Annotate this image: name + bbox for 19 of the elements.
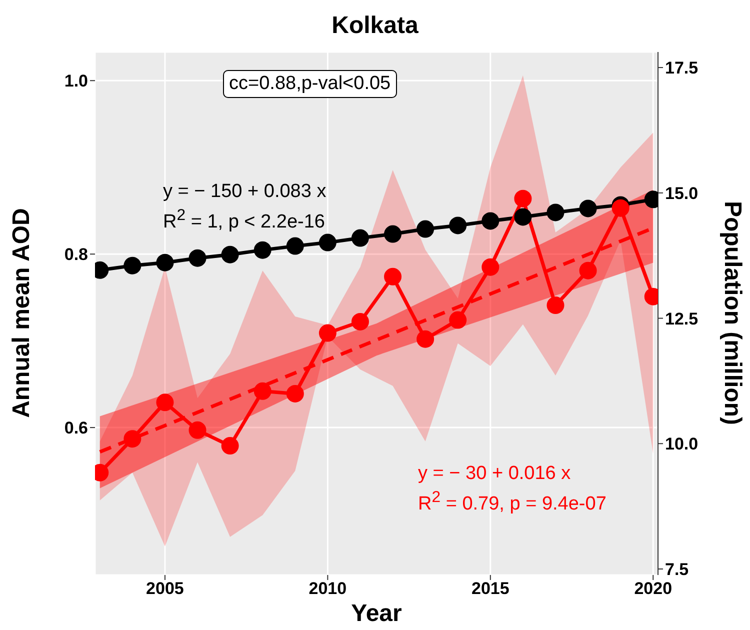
y2-tick-label: 17.5 bbox=[665, 58, 698, 78]
x-tick-label: 2010 bbox=[308, 579, 347, 598]
y-tick-label: 0.8 bbox=[64, 245, 88, 264]
x-tick-label: 2020 bbox=[634, 579, 672, 598]
y2-tick-label: 10.0 bbox=[665, 434, 698, 454]
y2-tick-label: 12.5 bbox=[665, 309, 698, 328]
y-tick-label: 1.0 bbox=[64, 72, 88, 91]
x-tick-label: 2005 bbox=[146, 579, 184, 598]
y2-tick-label: 15.0 bbox=[665, 184, 698, 203]
y2-tick-label: 7.5 bbox=[665, 560, 689, 580]
annotation: y = − 30 + 0.016 x R$^{2}$ = 0.79, p = 9.4e-07 bbox=[418, 462, 606, 516]
chart-title: Kolkata bbox=[330, 12, 420, 40]
y-axis-title: Annual mean AOD bbox=[8, 208, 36, 418]
x-tick-label: 2015 bbox=[471, 579, 510, 598]
annotation: y = − 150 + 0.083 x R$^{2}$ = 1, p < 2.2e-16 bbox=[163, 180, 326, 234]
y2-axis-title: Population (million) bbox=[718, 201, 746, 425]
y-tick-label: 0.6 bbox=[64, 418, 88, 438]
x-axis-title: Year bbox=[350, 600, 403, 628]
annotation: cc=0.88,p-val<0.05 bbox=[223, 70, 397, 98]
